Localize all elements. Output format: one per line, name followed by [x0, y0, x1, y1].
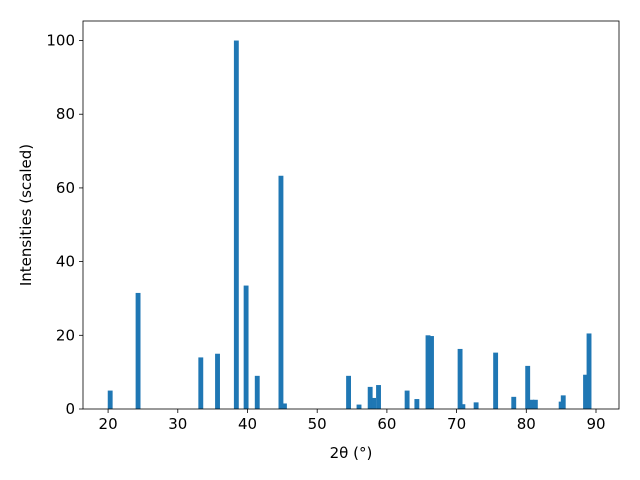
- bar: [532, 399, 538, 409]
- bar: [586, 333, 592, 409]
- bar: [429, 336, 434, 409]
- y-tick-label: 40: [56, 253, 75, 271]
- bar: [346, 375, 351, 409]
- bar: [414, 399, 420, 409]
- bar: [198, 357, 204, 409]
- plot-frame: [82, 20, 620, 410]
- bar: [511, 396, 517, 409]
- x-tick-label: 80: [517, 415, 536, 433]
- bar: [560, 395, 566, 409]
- y-axis-label: Intensities (scaled): [17, 144, 35, 286]
- y-tick-label: 20: [56, 326, 75, 344]
- x-tick-label: 90: [586, 415, 605, 433]
- x-tick-label: 30: [168, 415, 187, 433]
- bar: [525, 365, 531, 409]
- bar: [135, 292, 141, 409]
- y-tick-label: 80: [56, 105, 75, 123]
- x-tick-label: 70: [447, 415, 466, 433]
- x-tick-label: 20: [99, 415, 118, 433]
- bar: [107, 390, 113, 409]
- bar: [233, 40, 239, 410]
- bar: [243, 285, 249, 409]
- bar: [281, 403, 287, 409]
- y-tick-label: 100: [46, 32, 75, 50]
- y-tick-label: 0: [65, 400, 75, 418]
- bar: [371, 397, 377, 409]
- bar: [473, 402, 479, 409]
- bar: [278, 175, 284, 409]
- x-tick-label: 50: [308, 415, 327, 433]
- bar: [529, 399, 535, 409]
- bar: [583, 374, 588, 409]
- x-tick-label: 40: [238, 415, 257, 433]
- bar: [457, 348, 463, 409]
- bar: [376, 385, 381, 409]
- x-axis-label: 2θ (°): [330, 444, 373, 462]
- bar: [356, 404, 362, 409]
- bar: [215, 353, 220, 409]
- y-tick-label: 60: [56, 179, 75, 197]
- bar: [460, 404, 466, 409]
- bar: [254, 375, 260, 409]
- bar: [425, 335, 431, 409]
- x-tick-label: 60: [377, 415, 396, 433]
- bar: [367, 386, 373, 409]
- bar: [404, 390, 410, 409]
- bar: [493, 352, 499, 409]
